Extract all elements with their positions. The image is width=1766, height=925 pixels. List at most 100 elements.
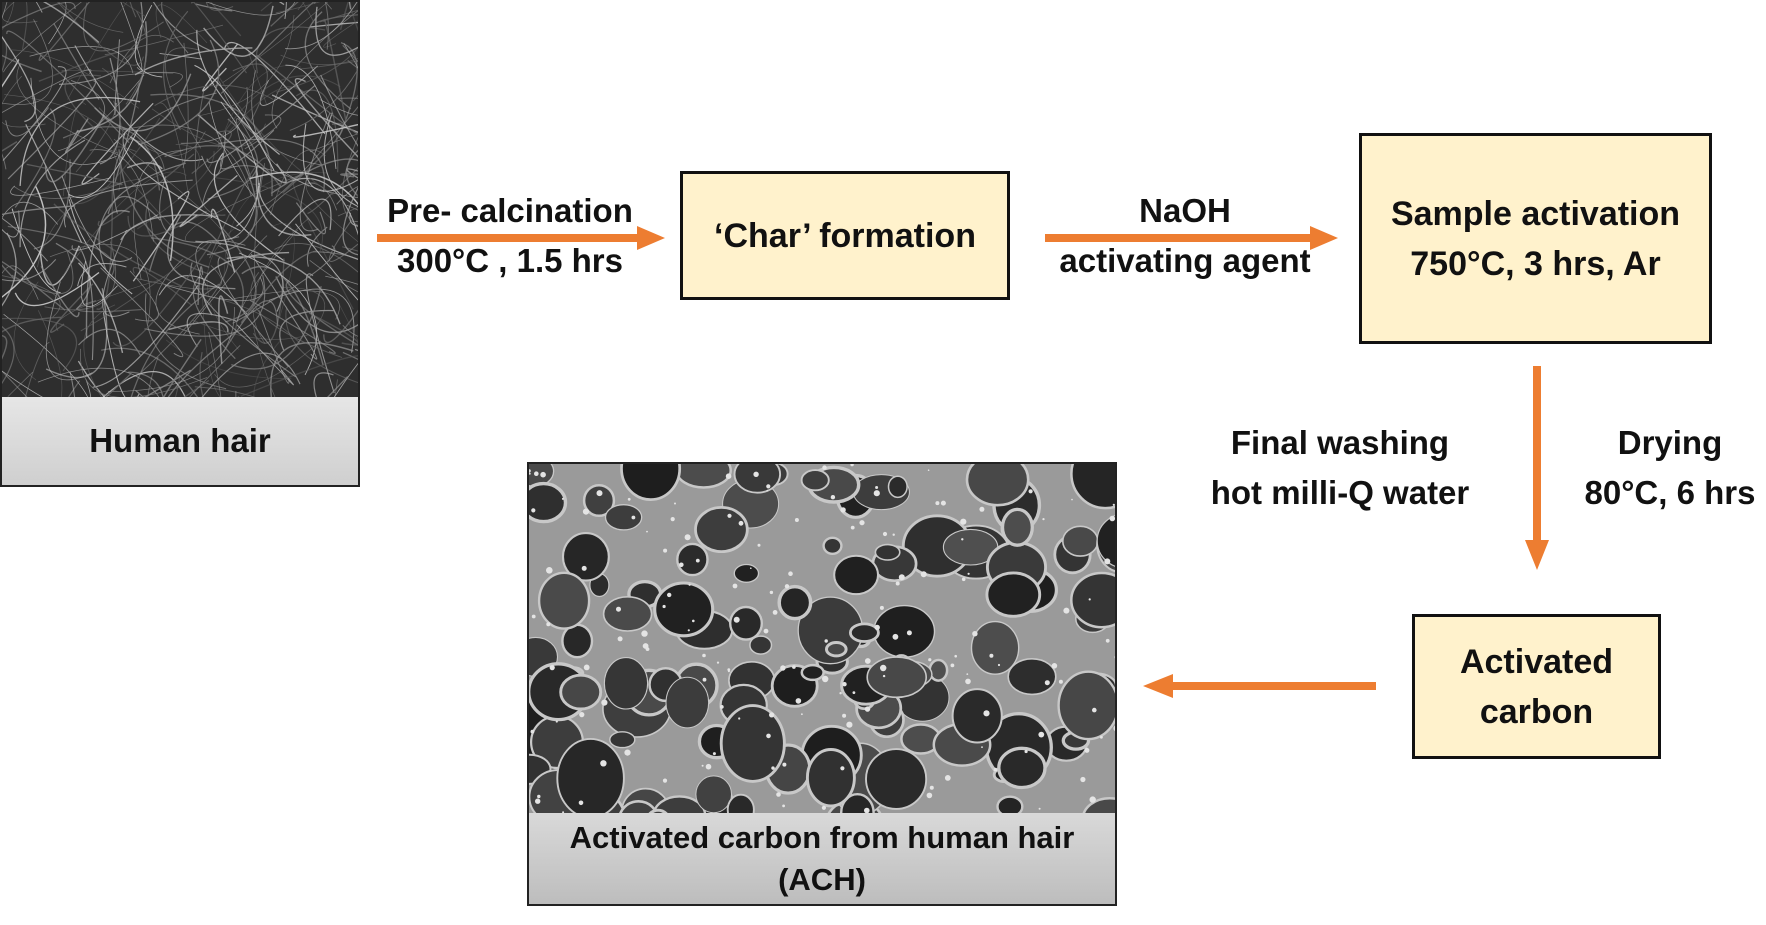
hair-strand	[222, 300, 279, 353]
pore	[665, 676, 710, 729]
surface-particle	[562, 811, 565, 814]
hair-strand	[232, 245, 336, 324]
surface-particle	[1100, 735, 1103, 739]
surface-particle	[1051, 663, 1058, 669]
hair-strand	[195, 240, 284, 312]
hair-strand	[240, 250, 317, 324]
hair-strand	[285, 2, 358, 50]
surface-particle	[738, 520, 744, 526]
hair-strand	[129, 270, 159, 322]
surface-particle	[555, 720, 558, 723]
hair-strand	[270, 223, 295, 319]
surface-particle	[1113, 725, 1115, 732]
surface-particle	[839, 692, 842, 695]
hair-strand	[5, 107, 49, 137]
hair-strand	[206, 85, 316, 164]
arrow-washing-drying	[1525, 366, 1549, 570]
hair-strand	[285, 280, 358, 347]
hair-strand	[219, 81, 324, 166]
hair-strand	[89, 149, 154, 242]
surface-particle	[821, 805, 826, 810]
pore	[609, 731, 636, 749]
hair-strand	[44, 114, 106, 183]
hair-strand	[163, 10, 189, 131]
surface-particle	[531, 508, 536, 513]
pore	[825, 641, 848, 658]
surface-particle	[824, 639, 828, 643]
surface-particle	[960, 518, 967, 525]
surface-particle	[579, 712, 585, 718]
hair-strand	[281, 286, 326, 333]
hair-strand	[325, 275, 358, 285]
pore	[848, 622, 880, 643]
hair-strand	[256, 54, 358, 135]
hair-strand	[58, 2, 143, 86]
surface-particle	[979, 506, 985, 512]
surface-particle	[601, 699, 608, 706]
surface-particle	[727, 670, 730, 673]
surface-particle	[846, 721, 853, 728]
hair-strand	[68, 130, 139, 199]
surface-particle	[727, 513, 732, 518]
surface-particle	[926, 792, 933, 799]
hair-strand	[85, 209, 130, 339]
hair-strand	[10, 177, 111, 196]
hair-strand	[58, 2, 124, 33]
hair-strand	[270, 149, 326, 216]
hair-strand	[275, 2, 321, 14]
hair-strand	[159, 52, 202, 60]
surface-particle	[864, 706, 871, 712]
surface-particle	[667, 592, 672, 598]
surface-particle	[822, 675, 829, 683]
hair-strand	[45, 281, 93, 381]
hair-strand	[125, 10, 148, 105]
hair-strand	[309, 133, 358, 153]
surface-particle	[965, 678, 971, 685]
surface-particle	[546, 622, 551, 627]
hair-strand	[214, 340, 321, 388]
hair-strand	[2, 54, 42, 73]
hair-strand	[155, 4, 208, 44]
hair-strand	[61, 175, 133, 262]
surface-particle	[738, 717, 741, 720]
hair-strand	[249, 171, 358, 206]
human-hair-caption: Human hair	[2, 397, 358, 485]
hair-strand	[195, 3, 233, 12]
surface-particle	[733, 616, 740, 623]
hair-strand	[223, 41, 326, 135]
hair-strand	[129, 283, 220, 400]
hair-strand	[2, 69, 92, 113]
hair-strand	[309, 21, 358, 28]
hair-strand	[80, 348, 208, 398]
surface-particle	[646, 530, 648, 533]
hair-strand	[346, 168, 358, 179]
pore	[603, 657, 649, 710]
hair-strand	[109, 34, 174, 84]
hair-strand	[323, 112, 358, 207]
pore	[719, 704, 786, 783]
surface-particle	[534, 471, 539, 476]
pore	[676, 542, 709, 577]
surface-particle	[725, 473, 732, 479]
pore	[805, 748, 856, 808]
hair-strand	[19, 96, 141, 186]
surface-particle	[581, 565, 587, 571]
pore	[602, 595, 653, 632]
activated-carbon-box: Activated carbon	[1412, 614, 1661, 759]
hair-strand	[2, 66, 67, 161]
surface-particle	[1044, 680, 1050, 686]
char-formation-box: ‘Char’ formation	[680, 171, 1010, 300]
hair-strand	[165, 339, 292, 380]
hair-strand	[324, 2, 329, 50]
hair-strand	[64, 74, 102, 131]
surface-particle	[624, 749, 631, 756]
hair-strand	[30, 77, 118, 165]
hair-strand	[13, 181, 124, 199]
hair-strand	[218, 295, 229, 364]
surface-particle	[561, 497, 564, 500]
pore	[970, 620, 1020, 675]
surface-particle	[763, 628, 769, 634]
hair-strand	[289, 68, 358, 131]
surface-particle	[898, 574, 905, 581]
surface-particle	[961, 577, 966, 582]
